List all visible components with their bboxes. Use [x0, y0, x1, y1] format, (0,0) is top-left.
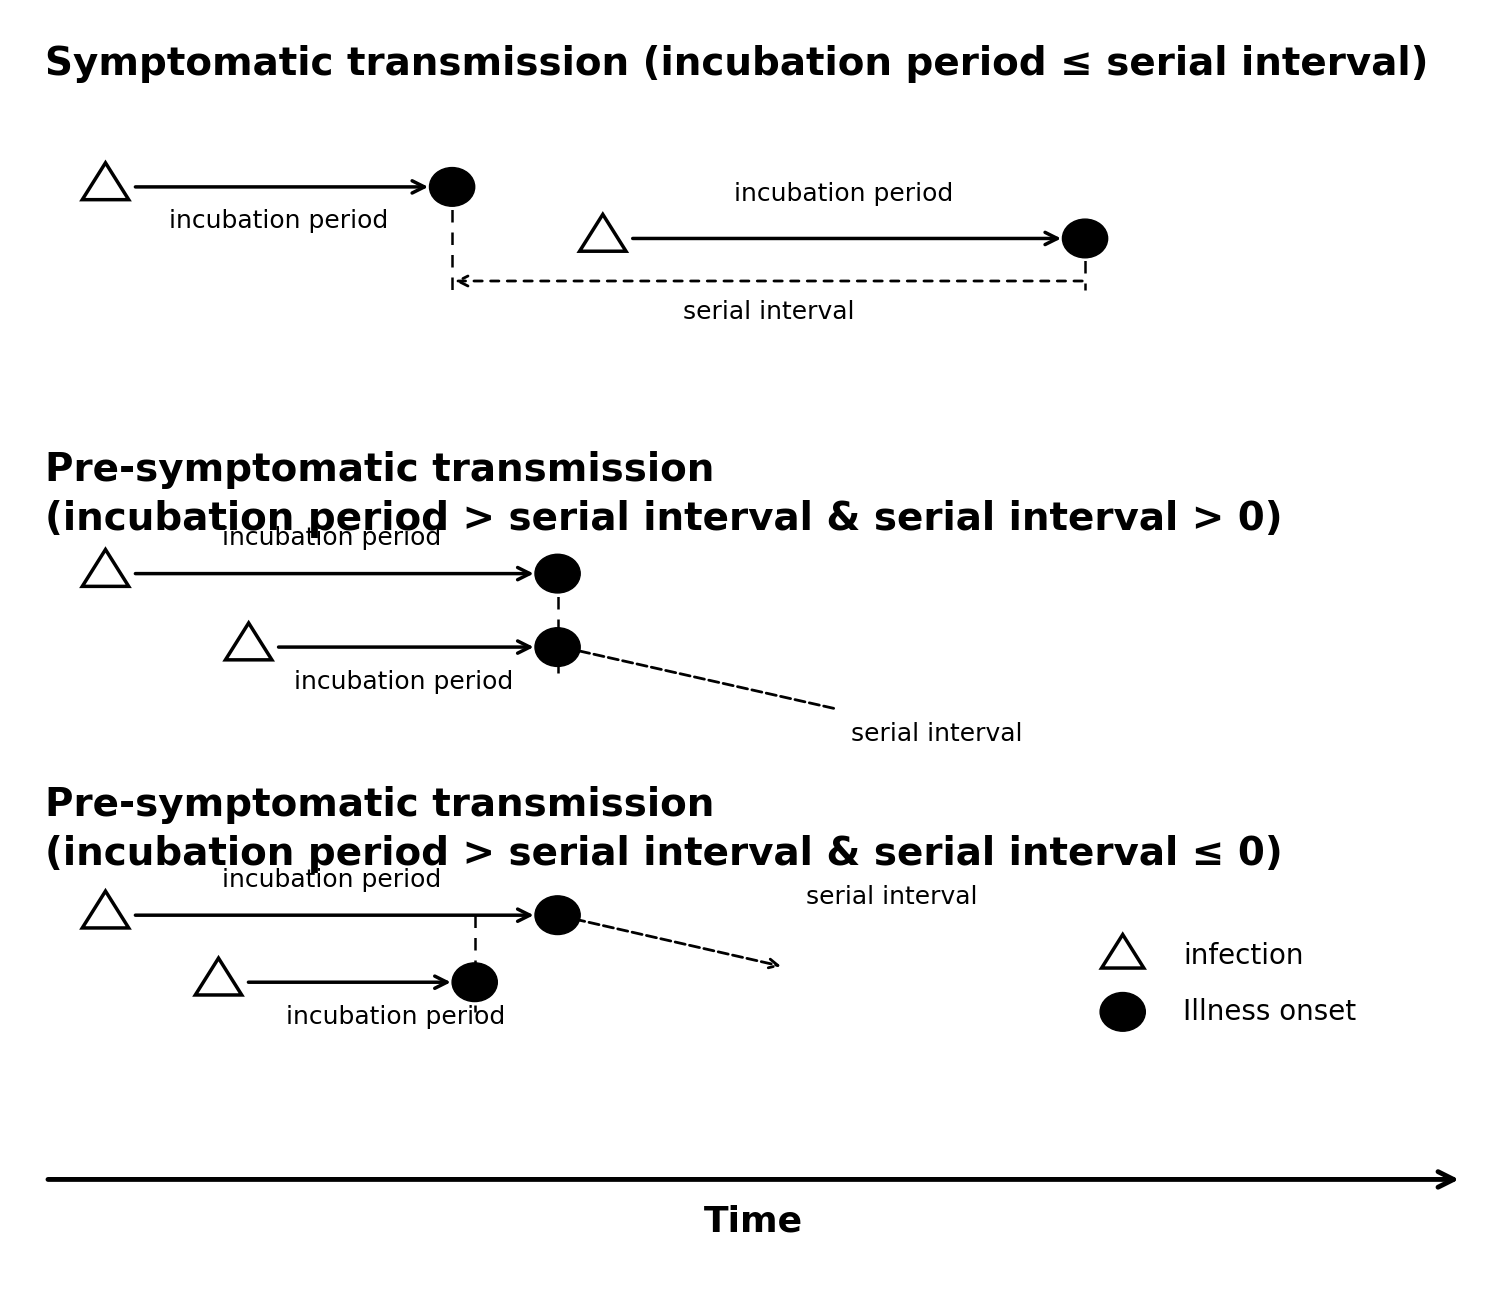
Text: Symptomatic transmission (incubation period ≤ serial interval): Symptomatic transmission (incubation per…	[45, 45, 1429, 82]
Circle shape	[429, 168, 475, 206]
Text: (incubation period > serial interval & serial interval > 0): (incubation period > serial interval & s…	[45, 500, 1282, 538]
Circle shape	[452, 963, 497, 1002]
Text: incubation period: incubation period	[286, 1005, 505, 1030]
Circle shape	[1062, 219, 1108, 258]
Text: incubation period: incubation period	[222, 526, 442, 550]
Text: serial interval: serial interval	[683, 300, 854, 325]
Text: serial interval: serial interval	[851, 722, 1023, 746]
Text: Pre-symptomatic transmission: Pre-symptomatic transmission	[45, 786, 714, 824]
Circle shape	[535, 628, 580, 666]
Text: incubation period: incubation period	[222, 867, 442, 892]
Text: incubation period: incubation period	[734, 182, 954, 206]
Text: Time: Time	[704, 1205, 803, 1239]
Text: (incubation period > serial interval & serial interval ≤ 0): (incubation period > serial interval & s…	[45, 835, 1282, 873]
Text: incubation period: incubation period	[294, 670, 512, 695]
Circle shape	[1100, 993, 1145, 1031]
Text: Illness onset: Illness onset	[1183, 998, 1356, 1026]
Text: Pre-symptomatic transmission: Pre-symptomatic transmission	[45, 451, 714, 489]
Circle shape	[535, 554, 580, 593]
Circle shape	[535, 896, 580, 935]
Text: incubation period: incubation period	[169, 209, 389, 233]
Text: infection: infection	[1183, 942, 1304, 971]
Text: serial interval: serial interval	[806, 884, 978, 909]
